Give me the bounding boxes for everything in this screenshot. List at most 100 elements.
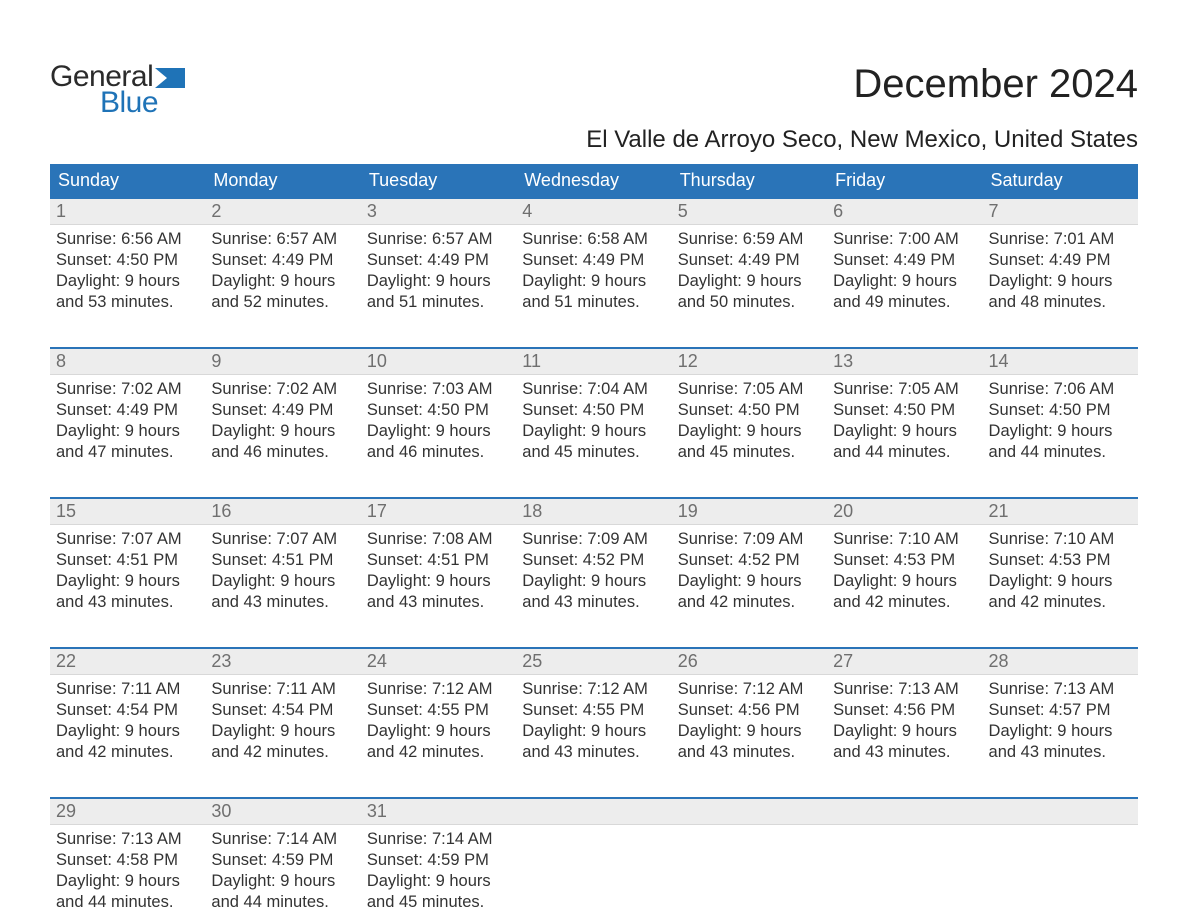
calendar-day: 9Sunrise: 7:02 AMSunset: 4:49 PMDaylight… — [205, 349, 360, 469]
day-d1: Daylight: 9 hours — [522, 271, 665, 292]
day-d1: Daylight: 9 hours — [56, 421, 199, 442]
day-sunset: Sunset: 4:56 PM — [833, 700, 976, 721]
day-d2: and 43 minutes. — [367, 592, 510, 613]
day-sunset: Sunset: 4:50 PM — [833, 400, 976, 421]
calendar-week: 29Sunrise: 7:13 AMSunset: 4:58 PMDayligh… — [50, 797, 1138, 919]
day-details: Sunrise: 7:10 AMSunset: 4:53 PMDaylight:… — [983, 525, 1138, 617]
day-sunrise: Sunrise: 7:14 AM — [367, 829, 510, 850]
day-sunset: Sunset: 4:59 PM — [367, 850, 510, 871]
calendar-day: 25Sunrise: 7:12 AMSunset: 4:55 PMDayligh… — [516, 649, 671, 769]
day-details: Sunrise: 7:11 AMSunset: 4:54 PMDaylight:… — [50, 675, 205, 767]
day-sunset: Sunset: 4:52 PM — [678, 550, 821, 571]
day-details: Sunrise: 7:05 AMSunset: 4:50 PMDaylight:… — [827, 375, 982, 467]
day-d1: Daylight: 9 hours — [211, 421, 354, 442]
day-sunset: Sunset: 4:51 PM — [367, 550, 510, 571]
day-number: 23 — [205, 649, 360, 675]
weekday-header: Thursday — [672, 164, 827, 197]
day-sunrise: Sunrise: 7:03 AM — [367, 379, 510, 400]
day-number: 30 — [205, 799, 360, 825]
weekday-header: Saturday — [983, 164, 1138, 197]
day-d1: Daylight: 9 hours — [56, 871, 199, 892]
calendar-day: 17Sunrise: 7:08 AMSunset: 4:51 PMDayligh… — [361, 499, 516, 619]
calendar-day: 15Sunrise: 7:07 AMSunset: 4:51 PMDayligh… — [50, 499, 205, 619]
day-details: Sunrise: 7:14 AMSunset: 4:59 PMDaylight:… — [205, 825, 360, 917]
day-sunset: Sunset: 4:49 PM — [56, 400, 199, 421]
weekday-header: Tuesday — [361, 164, 516, 197]
calendar-day: 2Sunrise: 6:57 AMSunset: 4:49 PMDaylight… — [205, 199, 360, 319]
calendar-day: 19Sunrise: 7:09 AMSunset: 4:52 PMDayligh… — [672, 499, 827, 619]
day-d1: Daylight: 9 hours — [522, 421, 665, 442]
day-details: Sunrise: 7:02 AMSunset: 4:49 PMDaylight:… — [50, 375, 205, 467]
day-d1: Daylight: 9 hours — [833, 571, 976, 592]
day-sunrise: Sunrise: 7:02 AM — [211, 379, 354, 400]
day-details: Sunrise: 6:56 AMSunset: 4:50 PMDaylight:… — [50, 225, 205, 317]
day-details: Sunrise: 7:12 AMSunset: 4:56 PMDaylight:… — [672, 675, 827, 767]
day-sunset: Sunset: 4:53 PM — [989, 550, 1132, 571]
weekday-header-row: Sunday Monday Tuesday Wednesday Thursday… — [50, 164, 1138, 197]
day-number: 16 — [205, 499, 360, 525]
day-d2: and 44 minutes. — [56, 892, 199, 913]
calendar-day: 11Sunrise: 7:04 AMSunset: 4:50 PMDayligh… — [516, 349, 671, 469]
day-number: 13 — [827, 349, 982, 375]
day-sunset: Sunset: 4:49 PM — [367, 250, 510, 271]
day-sunrise: Sunrise: 7:00 AM — [833, 229, 976, 250]
day-details: Sunrise: 7:02 AMSunset: 4:49 PMDaylight:… — [205, 375, 360, 467]
calendar-day: 22Sunrise: 7:11 AMSunset: 4:54 PMDayligh… — [50, 649, 205, 769]
page-title: December 2024 — [853, 50, 1138, 107]
day-number: 9 — [205, 349, 360, 375]
weekday-header: Sunday — [50, 164, 205, 197]
day-details: Sunrise: 7:09 AMSunset: 4:52 PMDaylight:… — [516, 525, 671, 617]
day-d1: Daylight: 9 hours — [989, 421, 1132, 442]
day-details: Sunrise: 6:58 AMSunset: 4:49 PMDaylight:… — [516, 225, 671, 317]
day-number — [827, 799, 982, 825]
calendar-day: 24Sunrise: 7:12 AMSunset: 4:55 PMDayligh… — [361, 649, 516, 769]
day-sunrise: Sunrise: 7:12 AM — [522, 679, 665, 700]
day-sunset: Sunset: 4:50 PM — [56, 250, 199, 271]
day-sunset: Sunset: 4:50 PM — [989, 400, 1132, 421]
day-number: 20 — [827, 499, 982, 525]
day-d1: Daylight: 9 hours — [367, 571, 510, 592]
day-sunrise: Sunrise: 7:05 AM — [678, 379, 821, 400]
day-d1: Daylight: 9 hours — [989, 721, 1132, 742]
calendar-day: 21Sunrise: 7:10 AMSunset: 4:53 PMDayligh… — [983, 499, 1138, 619]
day-d2: and 43 minutes. — [211, 592, 354, 613]
weekday-header: Friday — [827, 164, 982, 197]
calendar-day: 23Sunrise: 7:11 AMSunset: 4:54 PMDayligh… — [205, 649, 360, 769]
day-number: 8 — [50, 349, 205, 375]
day-number: 17 — [361, 499, 516, 525]
day-sunrise: Sunrise: 7:09 AM — [522, 529, 665, 550]
day-d2: and 43 minutes. — [56, 592, 199, 613]
weekday-header: Wednesday — [516, 164, 671, 197]
weekday-header: Monday — [205, 164, 360, 197]
day-sunrise: Sunrise: 7:11 AM — [56, 679, 199, 700]
calendar-day — [516, 799, 671, 919]
calendar-day — [672, 799, 827, 919]
day-d1: Daylight: 9 hours — [678, 421, 821, 442]
day-d2: and 43 minutes. — [833, 742, 976, 763]
calendar-day: 5Sunrise: 6:59 AMSunset: 4:49 PMDaylight… — [672, 199, 827, 319]
day-d2: and 42 minutes. — [367, 742, 510, 763]
day-sunrise: Sunrise: 7:07 AM — [56, 529, 199, 550]
day-sunset: Sunset: 4:58 PM — [56, 850, 199, 871]
day-sunset: Sunset: 4:55 PM — [522, 700, 665, 721]
calendar-day — [983, 799, 1138, 919]
day-sunset: Sunset: 4:59 PM — [211, 850, 354, 871]
calendar-day: 20Sunrise: 7:10 AMSunset: 4:53 PMDayligh… — [827, 499, 982, 619]
day-number: 5 — [672, 199, 827, 225]
day-d1: Daylight: 9 hours — [678, 721, 821, 742]
day-details: Sunrise: 7:12 AMSunset: 4:55 PMDaylight:… — [516, 675, 671, 767]
day-sunrise: Sunrise: 7:02 AM — [56, 379, 199, 400]
calendar-day: 8Sunrise: 7:02 AMSunset: 4:49 PMDaylight… — [50, 349, 205, 469]
day-number: 28 — [983, 649, 1138, 675]
day-sunrise: Sunrise: 7:06 AM — [989, 379, 1132, 400]
day-sunrise: Sunrise: 7:12 AM — [678, 679, 821, 700]
day-details: Sunrise: 7:05 AMSunset: 4:50 PMDaylight:… — [672, 375, 827, 467]
day-sunset: Sunset: 4:49 PM — [989, 250, 1132, 271]
day-details: Sunrise: 6:59 AMSunset: 4:49 PMDaylight:… — [672, 225, 827, 317]
day-sunset: Sunset: 4:51 PM — [211, 550, 354, 571]
day-d2: and 43 minutes. — [522, 592, 665, 613]
day-sunset: Sunset: 4:55 PM — [367, 700, 510, 721]
day-number: 15 — [50, 499, 205, 525]
day-number: 11 — [516, 349, 671, 375]
calendar-day: 10Sunrise: 7:03 AMSunset: 4:50 PMDayligh… — [361, 349, 516, 469]
